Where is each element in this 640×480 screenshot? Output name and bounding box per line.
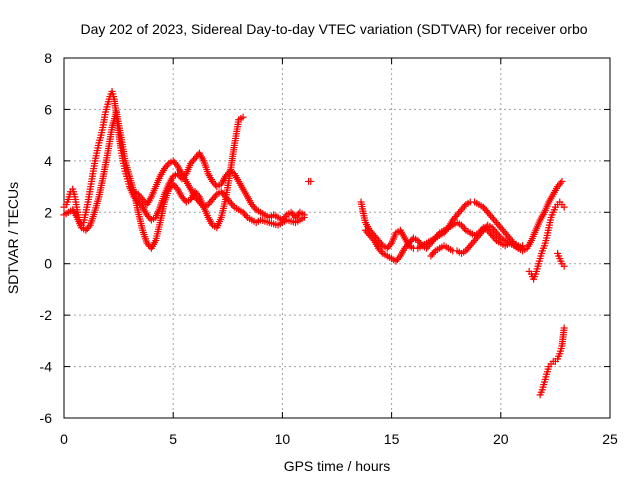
x-tick-label: 15 [384,431,400,447]
y-tick-label: 8 [44,50,52,66]
data-point [386,241,394,249]
y-tick-label: 4 [44,153,52,169]
y-tick-label: 6 [44,101,52,117]
data-point [369,235,377,243]
data-point [211,192,219,200]
data-point [417,240,425,248]
y-tick-label: 0 [44,256,52,272]
y-tick-label: -2 [40,307,53,323]
chart-title: Day 202 of 2023, Sidereal Day-to-day VTE… [80,21,587,37]
y-axis: -6 -4 -2 0 2 4 6 8 [40,50,610,426]
x-tick-label: 0 [60,431,68,447]
data-point [307,177,315,185]
data-point [172,160,180,168]
x-tick-label: 25 [602,431,618,447]
data-point [460,202,468,210]
plot-frame [63,57,611,419]
data-point [128,186,136,194]
data-point [495,232,503,240]
data-point [163,161,171,169]
data-point [242,212,250,220]
data-point [558,177,566,185]
data-point [281,213,289,221]
data-point [430,249,438,257]
data-point [239,113,247,121]
data-points [60,87,568,399]
x-tick-label: 20 [493,431,509,447]
data-point [377,248,385,256]
data-point [300,213,308,221]
data-point [395,254,403,262]
x-axis-label: GPS time / hours [284,458,391,474]
y-tick-label: -4 [40,359,53,375]
data-point [519,244,527,252]
y-tick-label: 2 [44,204,52,220]
x-tick-label: 5 [169,431,177,447]
data-point [560,203,568,211]
data-point [560,324,568,332]
data-point [85,223,93,231]
data-point [556,179,564,187]
data-point [491,235,499,243]
data-point [560,262,568,270]
x-tick-label: 10 [275,431,291,447]
data-point [172,183,180,191]
y-axis-label: SDTVAR / TECUs [5,182,21,294]
data-point [229,201,237,209]
data-point [251,204,259,212]
data-point [460,225,468,233]
grid [64,58,610,418]
x-axis: 0 5 10 15 20 25 [60,58,618,447]
data-point [434,231,442,239]
y-tick-label: -6 [40,410,53,426]
